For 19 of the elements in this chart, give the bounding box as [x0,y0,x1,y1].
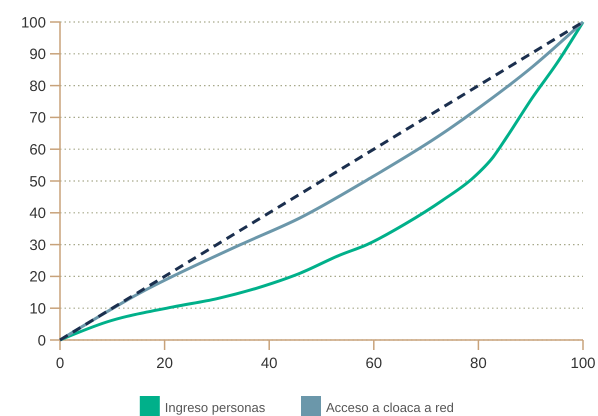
x-tick-label: 20 [156,355,173,372]
x-tick-label: 100 [570,355,596,372]
x-tick-label: 0 [56,355,64,372]
legend-label: Acceso a cloaca a red [326,400,454,415]
y-tick-label: 10 [29,300,46,318]
y-tick-label: 40 [29,205,46,222]
x-tick-label: 80 [470,355,487,372]
y-tick-label: 50 [29,173,46,190]
y-tick-label: 0 [38,332,46,350]
y-tick-label: 100 [20,14,46,32]
y-tick-label: 20 [29,268,46,286]
legend-label: Ingreso personas [164,400,266,415]
y-tick-label: 30 [29,236,46,254]
y-tick-label: 80 [29,78,46,95]
y-tick-label: 60 [29,141,46,158]
x-tick-label: 60 [365,355,382,372]
x-tick-label: 40 [260,355,278,372]
y-tick-label: 90 [29,46,46,64]
y-tick-label: 70 [29,110,46,127]
